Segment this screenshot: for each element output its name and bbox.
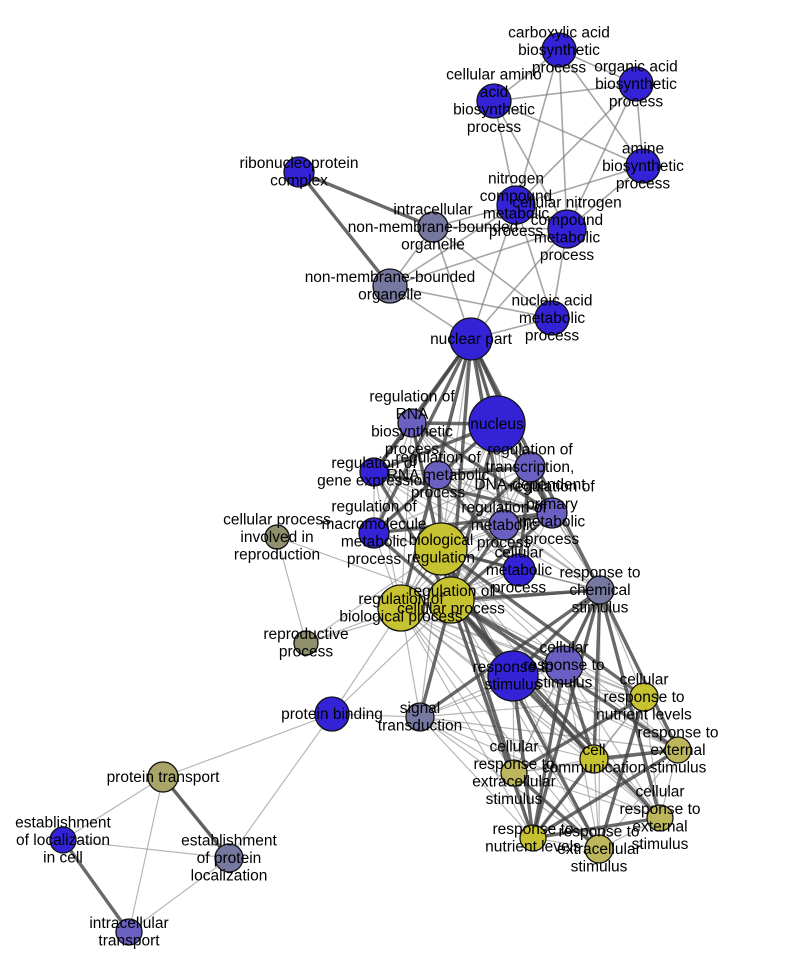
svg-text:cell: cell [582,742,605,759]
svg-text:chemical: chemical [569,582,630,599]
svg-text:transcription,: transcription, [486,459,575,476]
svg-text:carboxylic acid: carboxylic acid [508,24,610,41]
svg-text:cellular: cellular [635,784,684,801]
svg-text:cellular: cellular [494,544,543,561]
svg-text:biosynthetic: biosynthetic [602,158,684,175]
svg-text:extracellular: extracellular [472,774,556,791]
svg-text:reproductive: reproductive [263,626,348,643]
svg-text:process: process [347,551,402,568]
svg-text:metabolic: metabolic [534,230,601,247]
svg-text:biosynthetic: biosynthetic [453,102,535,119]
svg-text:process: process [525,327,580,344]
svg-text:response to: response to [604,689,685,706]
svg-text:biological: biological [409,532,474,549]
svg-text:reproduction: reproduction [234,546,320,563]
svg-text:of localization: of localization [16,832,110,849]
svg-text:cellular: cellular [619,671,668,688]
svg-text:ribonucleoprotein: ribonucleoprotein [240,155,359,172]
svg-text:stimulus: stimulus [486,791,543,808]
svg-text:cellular amino: cellular amino [446,67,542,84]
svg-text:localization: localization [191,867,268,884]
svg-text:biosynthetic: biosynthetic [518,42,600,59]
svg-text:metabolic: metabolic [341,534,408,551]
svg-text:stimulus: stimulus [536,674,593,691]
svg-text:response to: response to [559,823,640,840]
svg-text:signal: signal [400,700,441,717]
svg-text:protein transport: protein transport [107,769,221,786]
svg-text:amine: amine [622,140,664,157]
svg-text:cellular process: cellular process [223,511,331,528]
svg-text:establishment: establishment [15,814,111,831]
svg-text:metabolic: metabolic [486,562,553,579]
svg-text:primary: primary [526,496,578,513]
svg-text:stimulus: stimulus [650,759,707,776]
svg-text:in cell: in cell [43,849,83,866]
svg-text:stimulus: stimulus [485,677,542,694]
svg-text:response to: response to [620,801,701,818]
svg-text:process: process [540,247,595,264]
svg-text:RNA: RNA [396,406,429,423]
svg-text:nitrogen: nitrogen [488,171,544,188]
svg-text:cellular nitrogen: cellular nitrogen [512,195,621,212]
svg-text:nuclear part: nuclear part [430,331,513,348]
svg-text:metabolic: metabolic [519,514,586,531]
svg-text:organic acid: organic acid [594,58,678,75]
svg-text:process: process [279,644,334,661]
svg-text:stimulus: stimulus [572,599,629,616]
svg-text:regulation of: regulation of [331,499,417,516]
svg-text:cellular: cellular [489,739,538,756]
svg-text:establishment: establishment [181,832,277,849]
svg-text:non-membrane-bounded: non-membrane-bounded [348,219,519,236]
svg-text:process: process [492,579,547,596]
svg-text:regulation of: regulation of [487,441,573,458]
svg-text:acid: acid [480,84,508,101]
svg-text:communication: communication [542,760,646,777]
svg-text:process: process [411,484,466,501]
svg-text:transduction: transduction [378,718,462,735]
svg-text:protein binding: protein binding [281,706,383,723]
svg-text:macromolecule: macromolecule [321,516,426,533]
svg-text:intracellular: intracellular [89,915,168,932]
svg-text:biosynthetic: biosynthetic [371,424,453,441]
svg-text:response to: response to [524,657,605,674]
svg-text:organelle: organelle [358,287,422,304]
svg-text:regulation of: regulation of [509,479,595,496]
svg-text:of protein: of protein [197,850,262,867]
svg-text:process: process [467,119,522,136]
svg-text:non-membrane-bounded: non-membrane-bounded [305,269,476,286]
svg-text:organelle: organelle [401,236,465,253]
svg-text:process: process [616,175,671,192]
svg-text:regulation: regulation [407,550,475,567]
svg-text:regulation of: regulation of [408,583,494,600]
svg-text:external: external [650,742,705,759]
svg-text:process: process [609,93,664,110]
svg-text:cellular process: cellular process [397,601,505,618]
svg-text:regulation of: regulation of [395,449,481,466]
svg-text:intracellular: intracellular [393,201,472,218]
svg-text:response to: response to [560,564,641,581]
svg-text:biosynthetic: biosynthetic [595,76,677,93]
svg-text:transport: transport [98,933,160,950]
svg-text:metabolic: metabolic [519,310,586,327]
svg-text:cellular: cellular [539,639,588,656]
svg-text:external: external [632,819,687,836]
svg-text:nucleic acid: nucleic acid [512,292,593,309]
svg-text:response to: response to [474,756,555,773]
svg-text:regulation of: regulation of [369,389,455,406]
svg-text:nucleus: nucleus [470,416,524,433]
svg-text:compound: compound [531,212,603,229]
svg-text:response to: response to [638,724,719,741]
svg-text:involved in: involved in [240,529,313,546]
svg-text:nutrient levels: nutrient levels [596,706,692,723]
svg-text:complex: complex [270,173,328,190]
svg-text:extracellular: extracellular [557,841,641,858]
svg-text:stimulus: stimulus [571,858,628,875]
